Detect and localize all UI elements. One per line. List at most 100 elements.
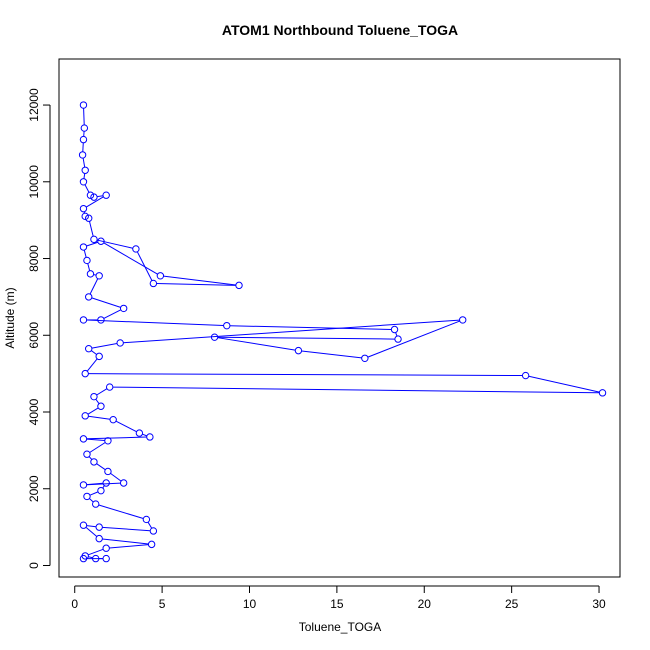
data-point xyxy=(90,392,98,401)
data-point xyxy=(521,371,530,380)
data-point xyxy=(78,151,87,159)
data-point xyxy=(79,204,88,213)
data-point xyxy=(146,433,154,441)
series-segment xyxy=(89,491,99,496)
series-segment xyxy=(88,548,104,556)
data-point xyxy=(86,270,95,278)
series-segment xyxy=(112,386,600,394)
data-point xyxy=(210,333,219,341)
series-segment xyxy=(89,278,99,295)
x-tick-label: 5 xyxy=(159,597,166,611)
y-tick-label: 12000 xyxy=(27,88,41,122)
series-segment xyxy=(102,538,149,545)
data-point xyxy=(86,191,95,199)
x-tick-label: 30 xyxy=(592,597,606,611)
series-segment xyxy=(103,309,122,319)
series-segment xyxy=(86,482,104,486)
data-point xyxy=(90,458,98,466)
data-point xyxy=(81,369,89,378)
series-segment xyxy=(86,525,97,528)
data-point xyxy=(149,527,158,535)
data-point xyxy=(109,415,117,424)
data-point xyxy=(223,321,231,330)
data-point xyxy=(79,243,88,251)
y-tick-label: 8000 xyxy=(27,245,41,272)
series-segment xyxy=(83,249,87,258)
data-point xyxy=(83,492,91,501)
series-segment xyxy=(86,436,147,440)
series-segment xyxy=(86,438,105,442)
data-point xyxy=(79,435,88,443)
data-point xyxy=(85,214,93,222)
data-point xyxy=(79,521,88,529)
series-segment xyxy=(95,398,100,404)
x-axis: 0 5 10 15 20 25 30 xyxy=(71,585,606,611)
y-tick-label: 10000 xyxy=(27,165,41,199)
series-segment xyxy=(88,373,523,377)
y-tick-label: 0 xyxy=(27,562,41,569)
data-point xyxy=(79,316,88,324)
data-point xyxy=(147,540,156,549)
data-point xyxy=(81,412,89,420)
data-point xyxy=(102,544,110,552)
series-segment xyxy=(217,337,296,351)
series-segment xyxy=(86,358,98,372)
series-segment xyxy=(89,498,94,503)
data-point xyxy=(97,316,105,324)
series-segment xyxy=(89,442,106,453)
x-tick-label: 10 xyxy=(243,597,257,611)
data-point xyxy=(83,256,91,265)
series-segment xyxy=(147,521,153,529)
series-segment xyxy=(90,350,97,355)
series-segment xyxy=(96,388,108,396)
x-tick-label: 0 xyxy=(71,597,78,611)
chart-title: ATOM1 Northbound Toluene_TOGA xyxy=(222,22,458,38)
series-segment xyxy=(142,433,148,437)
series-segment xyxy=(110,472,122,482)
series-segment xyxy=(86,319,224,327)
y-axis-label: Altitude (m) xyxy=(3,287,17,348)
data-point xyxy=(92,500,100,508)
data-point xyxy=(81,166,89,174)
series-segment xyxy=(367,320,460,358)
series-segment xyxy=(96,239,133,249)
series-segment xyxy=(84,184,90,193)
series-segment xyxy=(115,420,137,433)
data-point xyxy=(83,450,91,458)
series-segment xyxy=(88,556,93,559)
y-tick-label: 6000 xyxy=(27,322,41,349)
x-tick-label: 20 xyxy=(418,597,432,611)
x-axis-label: Toluene_TOGA xyxy=(299,620,382,634)
data-point xyxy=(104,467,112,476)
series-segment xyxy=(86,241,99,247)
series-segment xyxy=(88,415,111,420)
x-tick-label: 15 xyxy=(330,597,344,611)
series-segment xyxy=(96,463,106,471)
data-point xyxy=(85,344,93,353)
series-segment xyxy=(98,504,144,519)
data-point xyxy=(394,335,402,343)
data-point xyxy=(102,191,110,199)
data-point xyxy=(95,272,103,280)
data-point xyxy=(135,429,144,437)
data-point xyxy=(90,235,98,244)
data-point xyxy=(95,352,103,361)
y-tick-label: 4000 xyxy=(27,398,41,425)
series-segment xyxy=(87,407,99,415)
data-point xyxy=(390,325,399,334)
plot-frame xyxy=(58,58,621,578)
x-tick-label: 25 xyxy=(505,597,519,611)
data-point xyxy=(132,245,140,253)
data-point xyxy=(80,124,89,132)
data-point xyxy=(79,101,88,109)
series-segment xyxy=(395,332,398,337)
series-segment xyxy=(301,350,362,359)
data-point xyxy=(598,389,607,397)
data-point xyxy=(119,479,128,487)
data-point xyxy=(459,316,467,324)
data-point xyxy=(79,178,88,186)
data-point xyxy=(116,339,124,347)
data-point xyxy=(361,354,369,362)
data-point xyxy=(97,237,105,245)
data-point xyxy=(95,523,103,531)
